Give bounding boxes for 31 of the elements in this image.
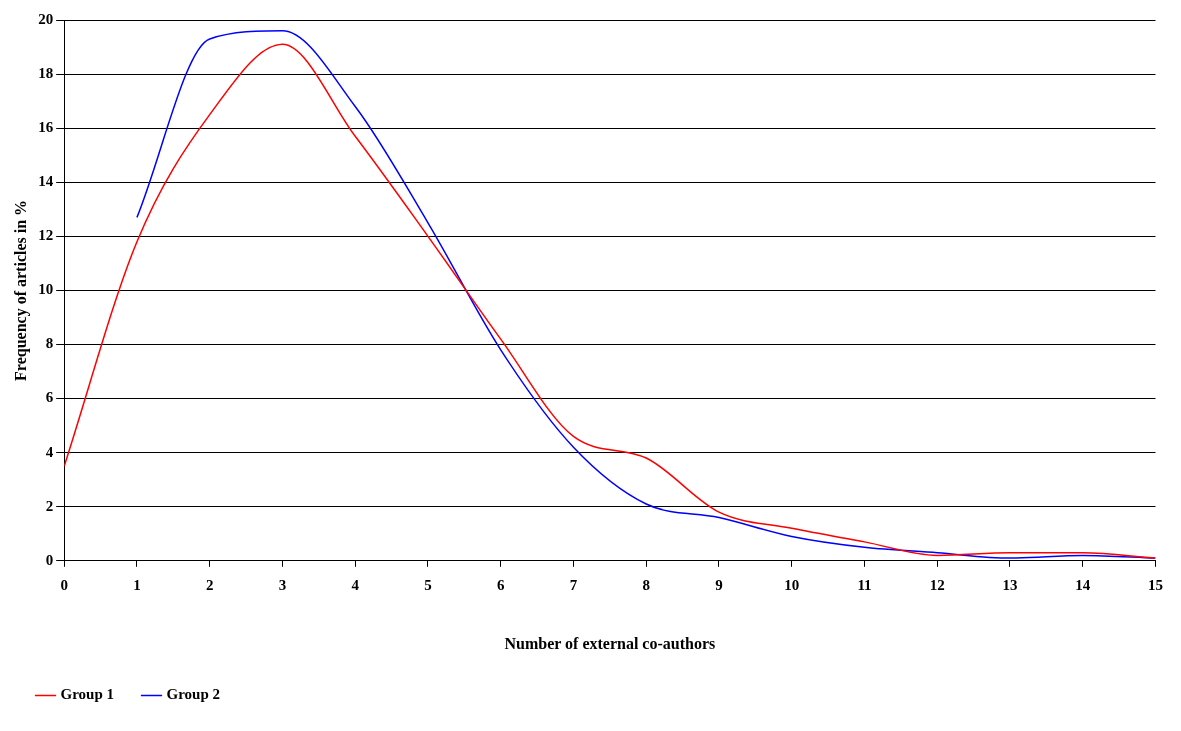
y-tick-label: 6 <box>45 389 54 406</box>
x-tick-label: 4 <box>351 576 360 593</box>
legend-label: Group 1 <box>60 686 114 703</box>
x-tick-label: 1 <box>133 576 141 593</box>
x-tick-label: 6 <box>496 576 505 593</box>
x-tick-label: 2 <box>205 576 214 593</box>
y-tick-label: 0 <box>45 551 54 568</box>
legend-label: Group 2 <box>166 686 220 703</box>
x-tick-label: 7 <box>569 576 578 593</box>
x-axis-title: Number of external co-authors <box>504 634 716 652</box>
y-tick-label: 8 <box>45 335 54 352</box>
y-tick-label: 2 <box>45 497 54 514</box>
x-tick-label: 11 <box>857 576 872 593</box>
y-tick-label: 18 <box>38 64 54 81</box>
x-tick-label: 13 <box>1002 576 1018 593</box>
y-tick-label: 10 <box>38 281 54 298</box>
y-tick-label: 14 <box>38 173 54 190</box>
y-tick-label: 4 <box>45 443 54 460</box>
x-tick-label: 10 <box>784 576 800 593</box>
x-tick-label: 0 <box>60 576 68 593</box>
y-axis-title: Frequency of articles in % <box>11 199 30 381</box>
x-tick-label: 9 <box>715 576 723 593</box>
x-tick-label: 5 <box>424 576 432 593</box>
y-tick-label: 16 <box>38 119 54 136</box>
y-tick-label: 20 <box>38 10 54 27</box>
x-tick-label: 3 <box>278 576 287 593</box>
y-tick-label: 12 <box>38 227 54 244</box>
x-tick-label: 14 <box>1075 576 1091 593</box>
x-tick-label: 8 <box>642 576 650 593</box>
x-tick-label: 12 <box>929 576 945 593</box>
x-tick-label: 15 <box>1148 576 1163 593</box>
